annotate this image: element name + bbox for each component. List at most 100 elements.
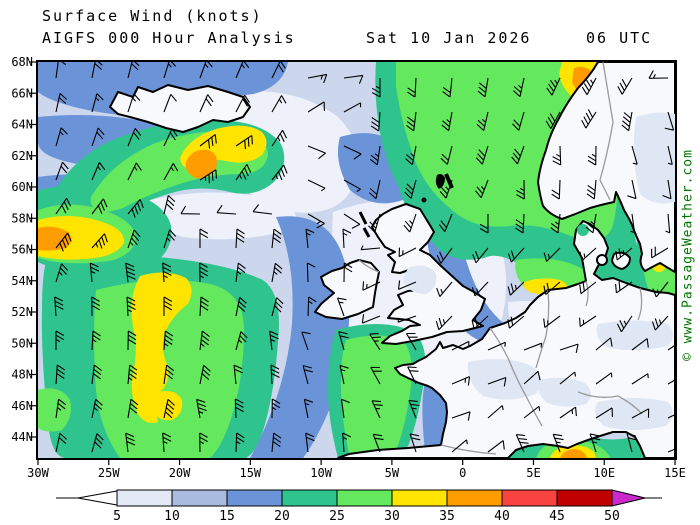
wind-barb: [127, 398, 139, 419]
lat-label: 50N: [11, 336, 33, 350]
speed-region: [143, 192, 296, 240]
wind-barb: [271, 398, 281, 419]
land-shade: [633, 112, 675, 204]
wind-barb: [342, 432, 352, 453]
lon-label: 0: [459, 466, 466, 480]
land-shading-layer: [404, 112, 675, 430]
wind-barb: [615, 247, 633, 261]
legend-segment: [171, 489, 228, 507]
lat-label: 46N: [11, 399, 33, 413]
wind-barb: [343, 145, 362, 160]
landmass: [109, 84, 251, 133]
wind-barb: [307, 101, 325, 113]
legend-segment: [446, 489, 503, 507]
wind-barb: [435, 315, 453, 331]
country-border: [637, 287, 643, 321]
country-border: [585, 280, 589, 307]
wind-barb: [370, 366, 382, 385]
wind-barb: [398, 247, 417, 258]
lat-label: 44N: [11, 430, 33, 444]
wind-barb: [55, 364, 66, 385]
wind-barb: [368, 213, 381, 233]
wind-barb: [477, 77, 489, 98]
legend-value: 35: [439, 509, 455, 524]
wind-barb: [271, 129, 288, 147]
wind-barb: [163, 93, 177, 113]
lon-label: 5E: [526, 466, 540, 480]
wind-barb: [667, 448, 675, 453]
lat-label: 56N: [11, 243, 33, 257]
wind-barb: [595, 407, 613, 419]
wind-barb: [438, 213, 453, 232]
wind-barb: [615, 281, 633, 294]
wind-barb: [91, 364, 102, 385]
wind-barb: [397, 280, 417, 290]
wind-barb: [581, 109, 597, 129]
wind-barb: [369, 179, 381, 200]
wind-barb: [127, 330, 137, 351]
legend-value: 25: [329, 509, 345, 524]
legend-segment: [391, 489, 448, 507]
landmass: [611, 251, 631, 270]
lon-label: 25W: [98, 466, 120, 480]
wind-barb: [91, 162, 106, 181]
wind-barb: [371, 78, 381, 98]
speed-region: [94, 280, 244, 458]
lat-label: 64N: [11, 118, 33, 132]
land-shade: [404, 265, 437, 294]
map-frame: [36, 60, 677, 460]
wind-barb: [163, 330, 174, 351]
wind-barb: [307, 73, 328, 84]
island: [358, 211, 371, 238]
wind-barb: [55, 432, 67, 453]
wind-barb: [196, 398, 207, 419]
wind-barb: [442, 77, 453, 98]
wind-barbs-layer: [54, 62, 675, 453]
lon-label: 5W: [385, 466, 400, 480]
wind-barb: [551, 179, 561, 200]
wind-barb: [667, 344, 675, 351]
wind-barb: [269, 330, 279, 351]
wind-barb: [216, 204, 237, 215]
wind-barb: [475, 179, 489, 199]
legend-value: 45: [549, 509, 565, 524]
wind-barb: [235, 432, 245, 453]
wind-barb: [406, 111, 417, 132]
wind-barb: [436, 247, 453, 264]
wind-barb: [543, 247, 561, 262]
wind-barb: [405, 145, 417, 166]
wind-barb: [271, 62, 286, 79]
wind-barb: [127, 199, 144, 218]
wind-barb: [55, 197, 72, 215]
wind-barb: [343, 102, 362, 113]
wind-barb: [305, 228, 315, 249]
wind-barb: [372, 433, 384, 453]
wind-barb: [199, 134, 217, 149]
speed-region: [131, 272, 192, 423]
wind-barb: [439, 179, 453, 199]
wind-barb: [586, 179, 597, 200]
lon-label: 20W: [169, 466, 191, 480]
wind-barb: [199, 330, 210, 351]
wind-barb: [559, 371, 577, 385]
wind-barb: [559, 406, 577, 419]
wind-barb: [409, 433, 421, 453]
wind-barb: [163, 163, 179, 181]
wind-barb: [199, 169, 217, 184]
lon-label: 10W: [310, 466, 332, 480]
lon-label: 30W: [27, 466, 49, 480]
wind-barb: [163, 296, 173, 316]
wind-barb: [163, 229, 177, 249]
wind-barb: [162, 262, 172, 283]
wind-barb: [235, 331, 248, 351]
landmass: [337, 220, 675, 458]
wind-barb: [487, 376, 507, 387]
wind-barb: [127, 229, 141, 249]
wind-barb: [303, 398, 314, 419]
wind-barb: [512, 111, 525, 131]
wind-barb: [559, 343, 579, 354]
wind-barb: [163, 364, 175, 385]
wind-barb: [271, 164, 288, 181]
wind-barb: [305, 432, 315, 453]
wind-barb: [475, 145, 489, 165]
